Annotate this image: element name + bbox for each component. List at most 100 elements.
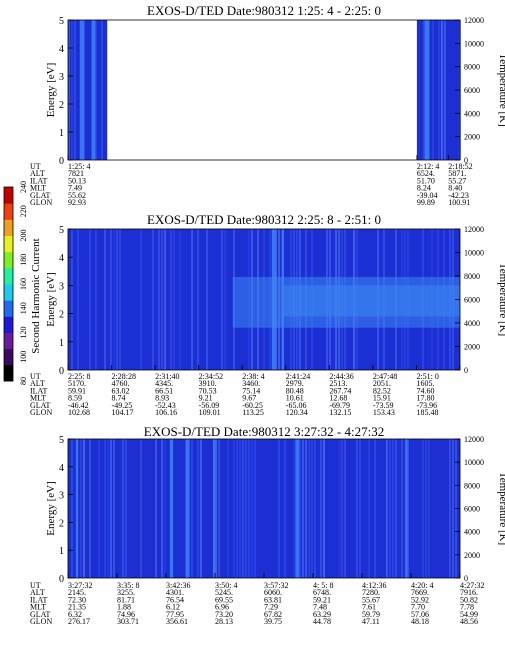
- data-column: [164, 229, 166, 370]
- data-column: [161, 229, 163, 370]
- data-column: [341, 439, 343, 578]
- y-tick-label: 0: [59, 366, 64, 377]
- ephem-value: 3:35: 8: [117, 581, 139, 590]
- data-column: [68, 20, 70, 160]
- colorbar-tick-label: 160: [19, 278, 28, 290]
- ephem-value: 63.29: [313, 610, 331, 619]
- ephem-value: -56.09: [199, 401, 220, 410]
- ephem-value: 6.96: [215, 603, 229, 612]
- ephem-value: 3:27:32: [68, 581, 92, 590]
- data-column: [83, 439, 85, 578]
- ephem-value: 12.68: [329, 394, 347, 403]
- ephem-value: 52.92: [411, 595, 429, 604]
- y2-tick-label: 10000: [464, 458, 484, 467]
- data-column: [242, 439, 244, 578]
- y-tick-label: 1: [59, 546, 64, 557]
- ephem-value: 51.70: [417, 176, 435, 185]
- data-column: [221, 229, 223, 370]
- y2-tick-label: 8000: [464, 272, 480, 281]
- y-tick-label: 4: [59, 253, 64, 264]
- colorbar-cell: [4, 332, 13, 350]
- data-column: [293, 439, 295, 578]
- ephem-value: 66.51: [155, 386, 173, 395]
- ephem-value: 80.48: [286, 386, 304, 395]
- data-column: [140, 439, 142, 578]
- ephem-value: 4345.: [155, 379, 173, 388]
- ephem-value: 73.20: [215, 610, 233, 619]
- ephem-row-label: ALT: [30, 379, 45, 388]
- ephem-value: 4760.: [112, 379, 130, 388]
- ephem-row-label: ALT: [30, 588, 45, 597]
- data-column: [104, 439, 106, 578]
- data-column: [152, 229, 154, 370]
- data-column: [227, 439, 229, 578]
- ephem-value: 356.61: [166, 617, 188, 626]
- ephem-row-label: GLAT: [30, 610, 51, 619]
- colorbar-cell: [4, 219, 13, 236]
- ephem-value: -60.25: [242, 401, 263, 410]
- panel-2: EXOS-D/TED Date:980312 2:25: 8 - 2:51: 0…: [30, 212, 505, 417]
- data-column: [110, 439, 112, 578]
- ephem-value: 2513.: [329, 379, 347, 388]
- colorbar-cell: [4, 316, 13, 333]
- ephem-value: 132.15: [329, 408, 351, 417]
- y2-tick-label: 6000: [464, 86, 480, 95]
- data-column: [278, 439, 280, 578]
- ephem-value: 7.29: [264, 603, 278, 612]
- ephem-value: 6748.: [313, 588, 331, 597]
- ephem-value: 48.56: [460, 617, 478, 626]
- data-column: [305, 439, 307, 578]
- ephem-value: 70.53: [199, 386, 217, 395]
- data-column: [344, 439, 346, 578]
- colorbar-cell: [4, 235, 13, 253]
- ephem-value: 63.81: [264, 595, 282, 604]
- data-column: [95, 20, 97, 160]
- ephem-value: 109.01: [199, 408, 221, 417]
- panel-1: EXOS-D/TED Date:980312 1:25: 4 - 2:25: 0…: [30, 3, 505, 207]
- y2-tick-label: 12000: [464, 435, 484, 444]
- colorbar-cell: [4, 267, 13, 285]
- ephem-value: 100.91: [448, 198, 470, 207]
- data-column: [245, 439, 247, 578]
- ephem-value: 99.89: [417, 198, 435, 207]
- ephem-value: 3460.: [242, 379, 260, 388]
- y-tick-label: 5: [59, 225, 64, 236]
- y-tick-label: 2: [59, 518, 64, 529]
- ephem-row-label: GLON: [30, 408, 52, 417]
- ephem-value: -49.25: [112, 401, 133, 410]
- y2-tick-label: 4000: [464, 528, 480, 537]
- data-column: [170, 229, 172, 370]
- ephem-row-label: MLT: [30, 603, 46, 612]
- ephem-value: 7.78: [460, 603, 474, 612]
- ephem-value: 6524.: [417, 169, 435, 178]
- ephem-value: 2:25: 8: [68, 372, 90, 381]
- ephem-value: 2:38: 4: [242, 372, 264, 381]
- data-column: [422, 439, 424, 578]
- y-tick-label: 4: [59, 463, 64, 474]
- ephem-row-label: MLT: [30, 184, 46, 193]
- colorbar-frame: [3, 186, 14, 382]
- data-stripe: [424, 20, 430, 160]
- ephem-value: 28.13: [215, 617, 233, 626]
- ephem-value: 3:57:32: [264, 581, 288, 590]
- ephem-row-label: ILAT: [30, 386, 47, 395]
- y-tick-label: 3: [59, 72, 64, 83]
- colorbar-tick-label: 120: [19, 327, 28, 339]
- panel-title: EXOS-D/TED Date:980312 3:27:32 - 4:27:32: [144, 424, 384, 439]
- data-column: [110, 229, 112, 370]
- data-column: [431, 20, 434, 160]
- data-column: [158, 229, 160, 370]
- colorbar-tick-label: 200: [19, 230, 28, 242]
- data-column: [95, 229, 97, 370]
- ephem-value: 74.96: [117, 610, 135, 619]
- ephem-value: 7916.: [460, 588, 478, 597]
- y-axis-label: Energy [eV]: [45, 63, 57, 117]
- y-tick-label: 0: [59, 156, 64, 167]
- ephem-value: 92.93: [68, 198, 86, 207]
- ephem-value: 69.55: [215, 595, 233, 604]
- ephem-value: 59.79: [362, 610, 380, 619]
- data-column: [101, 20, 103, 160]
- data-stripe: [213, 439, 216, 578]
- ephem-value: 4301.: [166, 588, 184, 597]
- data-column: [191, 229, 193, 370]
